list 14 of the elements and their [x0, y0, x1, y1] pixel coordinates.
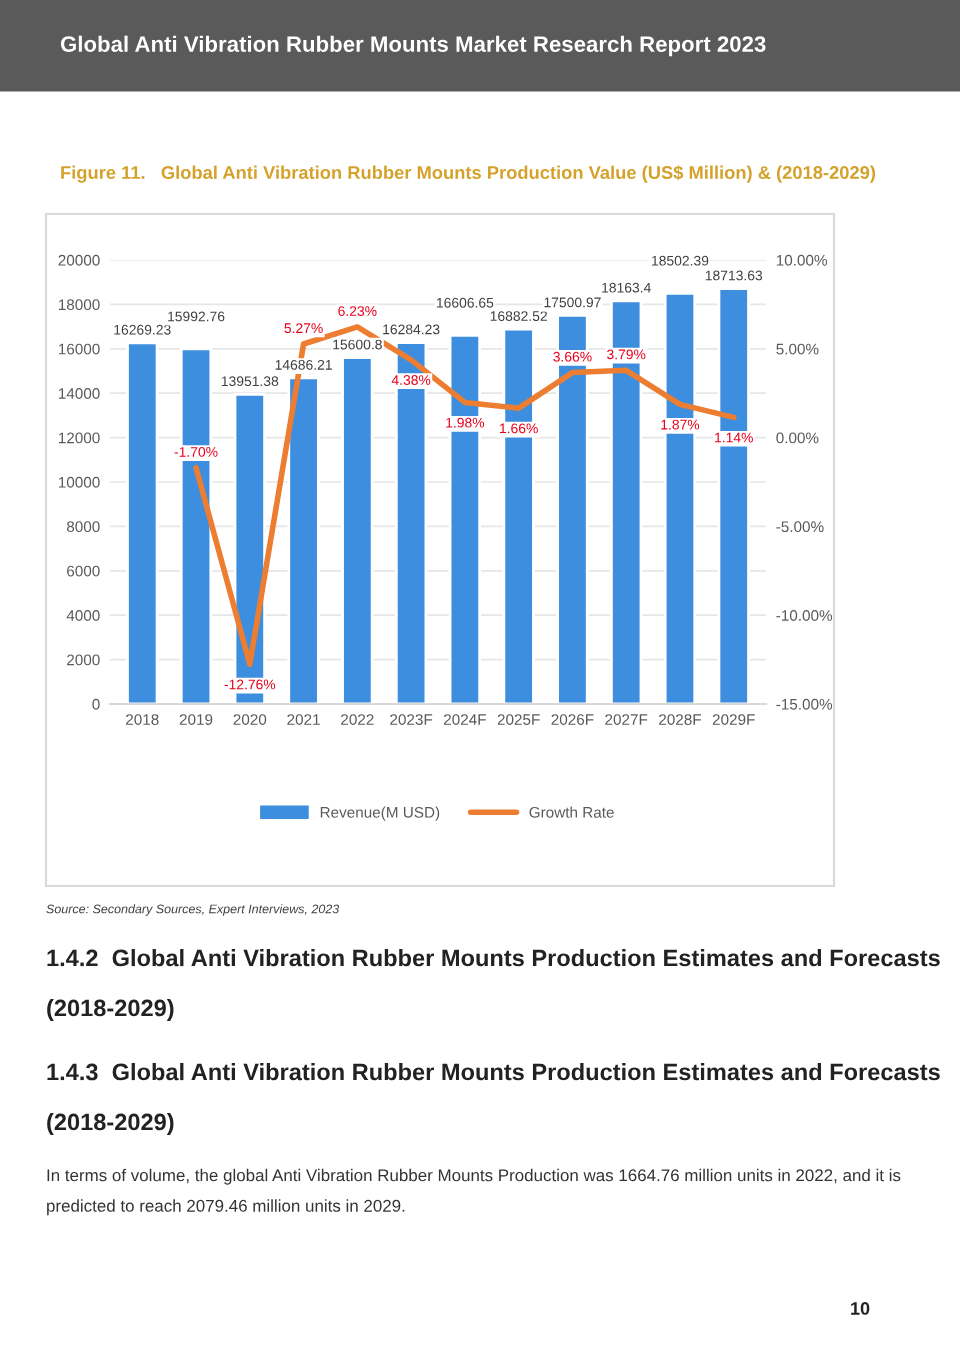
text: (2018-2029)	[47, 1112, 174, 1136]
text: (2018-2029)	[47, 998, 174, 1022]
bar	[126, 341, 159, 704]
text: In terms of volume, the global Anti Vibration Rubber Mounts Production was 1664.76 million units in 2022, and it is predicted to reach 2079.46 million units in 2029.	[47, 1168, 901, 1216]
bar	[663, 291, 697, 704]
text: 1.4.2 Global Anti Vibration Rubber Mounts Production Estimates and Forecasts	[47, 948, 940, 967]
text: 10	[851, 1302, 870, 1315]
text: 1.4.3 Global Anti Vibration Rubber Mounts Production Estimates and Forecasts	[47, 1062, 940, 1081]
text: Global Anti Vibration Rubber Mounts Market Research Report 2023	[60, 35, 766, 57]
bar	[610, 299, 643, 704]
bar	[448, 333, 482, 704]
bar	[502, 327, 535, 704]
chart-title: Figure 11. Global Anti Vibration Rubber Mounts Production Value (US$ Million) & (2018-2029)	[61, 165, 876, 183]
bar	[717, 287, 750, 704]
